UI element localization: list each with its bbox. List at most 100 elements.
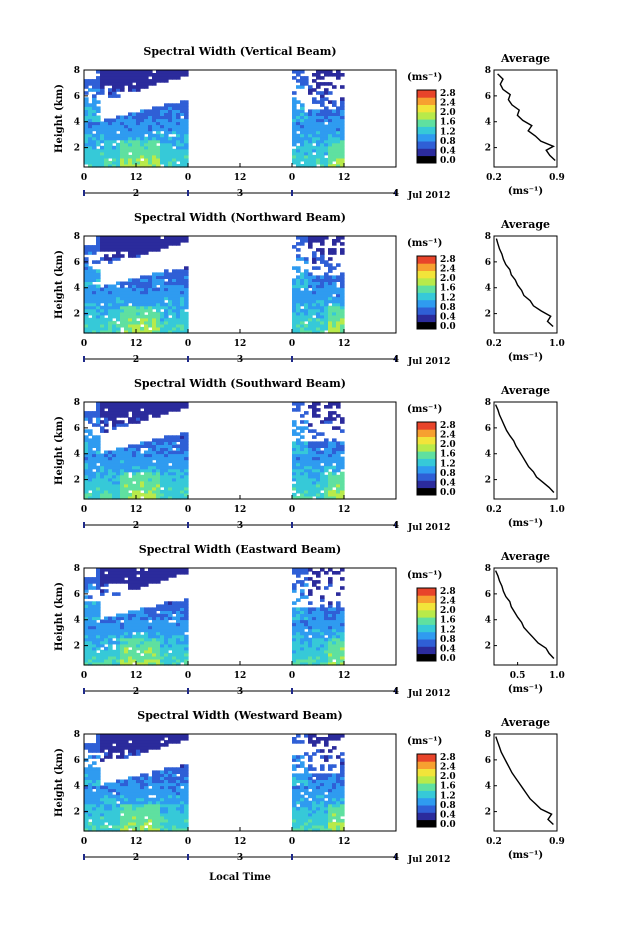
heatmap-cell <box>300 299 305 304</box>
heatmap-cell <box>336 441 341 445</box>
heatmap-cell <box>116 305 121 310</box>
heatmap-cell <box>132 151 137 156</box>
heatmap-cell <box>108 248 113 252</box>
heatmap-cell <box>312 607 317 611</box>
heatmap-cell <box>308 662 313 666</box>
heatmap-cell <box>104 471 109 476</box>
heatmap-cell <box>124 127 129 132</box>
heatmap-cell <box>148 281 153 286</box>
heatmap-cell <box>148 483 153 488</box>
heatmap-cell <box>96 583 101 587</box>
heatmap-cell <box>152 800 157 805</box>
heatmap-cell <box>116 643 121 648</box>
heatmap-cell <box>120 85 125 89</box>
heatmap-cell <box>172 148 177 153</box>
heatmap-cell <box>140 151 145 156</box>
heatmap-cell <box>148 824 153 829</box>
heatmap-cell <box>320 160 325 165</box>
heatmap-cell <box>180 70 185 74</box>
heatmap-cell <box>156 245 161 249</box>
heatmap-cell <box>320 764 325 768</box>
heatmap-cell <box>176 302 181 307</box>
heatmap-cell <box>340 275 345 279</box>
profile-title: Average <box>500 716 550 729</box>
heatmap-cell <box>336 652 341 657</box>
heatmap-cell <box>120 634 125 639</box>
heatmap-cell <box>148 643 153 648</box>
heatmap-cell <box>300 474 305 479</box>
heatmap-cell <box>324 571 329 575</box>
heatmap-cell <box>292 649 297 654</box>
heatmap-cell <box>168 643 173 648</box>
heatmap-cell <box>340 776 345 780</box>
heatmap-cell <box>304 480 309 485</box>
heatmap-cell <box>152 640 157 645</box>
heatmap-cell <box>92 302 97 307</box>
heatmap-cell <box>300 142 305 147</box>
heatmap-cell <box>144 314 149 319</box>
heatmap-cell <box>296 580 301 584</box>
colorbar-band <box>417 819 436 828</box>
heatmap-cell <box>84 429 89 433</box>
heatmap-cell <box>340 97 345 101</box>
heatmap-cell <box>144 785 149 790</box>
heatmap-cell <box>84 662 89 666</box>
heatmap-cell <box>152 574 157 578</box>
heatmap-cell <box>340 477 345 482</box>
heatmap-cell <box>116 317 121 322</box>
heatmap-cell <box>96 453 101 458</box>
heatmap-cell <box>308 803 313 808</box>
heatmap-cell <box>108 330 113 334</box>
heatmap-cell <box>304 441 309 445</box>
heatmap-cell <box>296 489 301 494</box>
heatmap-cell <box>180 821 185 826</box>
heatmap-cell <box>328 809 333 814</box>
heatmap-cell <box>124 317 129 322</box>
heatmap-cell <box>92 655 97 660</box>
heatmap-cell <box>296 824 301 829</box>
heatmap-cell <box>308 459 313 464</box>
heatmap-cell <box>108 794 113 799</box>
heatmap-cell <box>140 800 145 805</box>
heatmap-cell <box>176 330 181 334</box>
heatmap-cell <box>340 767 345 771</box>
heatmap-cell <box>128 85 133 89</box>
heatmap-cell <box>108 743 113 747</box>
heatmap-cell <box>84 628 89 633</box>
heatmap-cell <box>136 634 141 639</box>
heatmap-cell <box>172 320 177 325</box>
heatmap-cell <box>104 148 109 153</box>
colorbar-band <box>417 458 436 467</box>
heatmap-cell <box>164 480 169 485</box>
heatmap-cell <box>328 317 333 322</box>
heatmap-cell <box>184 474 189 479</box>
heatmap-cell <box>336 785 341 790</box>
heatmap-cell <box>176 299 181 304</box>
heatmap-cell <box>304 634 309 639</box>
heatmap-cell <box>116 127 121 132</box>
heatmap-cell <box>140 649 145 654</box>
heatmap-cell <box>84 444 89 448</box>
heatmap-cell <box>328 791 333 796</box>
heatmap-cell <box>140 251 145 255</box>
heatmap-cell <box>104 305 109 310</box>
colorbar-band <box>417 104 436 113</box>
heatmap-cell <box>156 788 161 793</box>
heatmap-cell <box>160 803 165 808</box>
heatmap-cell <box>160 658 165 663</box>
heatmap-cell <box>176 272 181 276</box>
colorbar-band <box>417 111 436 120</box>
heatmap-cell <box>296 133 301 138</box>
heatmap-cell <box>104 616 109 621</box>
heatmap-cell <box>124 468 129 473</box>
heatmap-cell <box>104 248 109 252</box>
heatmap-cell <box>132 577 137 581</box>
heatmap-cell <box>164 489 169 494</box>
heatmap-cell <box>140 824 145 829</box>
heatmap-cell <box>184 435 189 439</box>
heatmap-cell <box>324 637 329 642</box>
heatmap-cell <box>168 773 173 777</box>
heatmap-cell <box>108 652 113 657</box>
y-axis-label: Height (km) <box>54 582 65 651</box>
heatmap-cell <box>84 483 89 488</box>
